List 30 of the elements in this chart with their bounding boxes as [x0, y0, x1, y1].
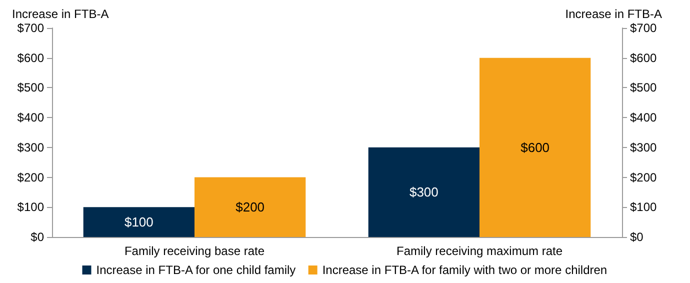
y2-tick-label: $700 [630, 21, 658, 35]
y-tick-label: $300 [17, 140, 44, 154]
bar [368, 147, 480, 237]
y2-tick-label: $300 [630, 140, 658, 154]
y2-tick-label: $200 [630, 170, 658, 184]
x-tick-label: Family receiving base rate [124, 244, 265, 258]
bar [480, 58, 591, 237]
y-tick-label: $600 [17, 50, 44, 65]
data-label: $200 [236, 200, 265, 215]
data-label: $600 [520, 140, 550, 155]
y-tick-label: $400 [17, 110, 44, 125]
y2-tick-label: $500 [630, 80, 658, 95]
y2-tick-label: $400 [630, 110, 658, 125]
data-label: $100 [124, 214, 154, 230]
y-tick-label: $700 [17, 21, 44, 35]
y2-tick-label: $600 [630, 50, 658, 65]
y-tick-label: $0 [30, 230, 44, 244]
y-tick-label: $200 [17, 170, 44, 184]
y-axis-title: Increase in FTB-A [12, 7, 109, 21]
legend-label: Increase in FTB-A for one child family [96, 263, 296, 277]
x-tick-label: Family receiving maximum rate [396, 244, 563, 258]
y2-tick-label: $100 [630, 200, 658, 214]
bar [83, 207, 194, 237]
legend-label: Increase in FTB-A for family with two or more children [322, 263, 608, 277]
data-label: $300 [409, 184, 438, 200]
y2-tick-label: $0 [630, 230, 644, 244]
bar [194, 177, 306, 237]
y-tick-label: $500 [17, 80, 44, 95]
y2-axis-title: Increase in FTB-A [565, 7, 662, 21]
y-tick-label: $100 [17, 200, 44, 214]
